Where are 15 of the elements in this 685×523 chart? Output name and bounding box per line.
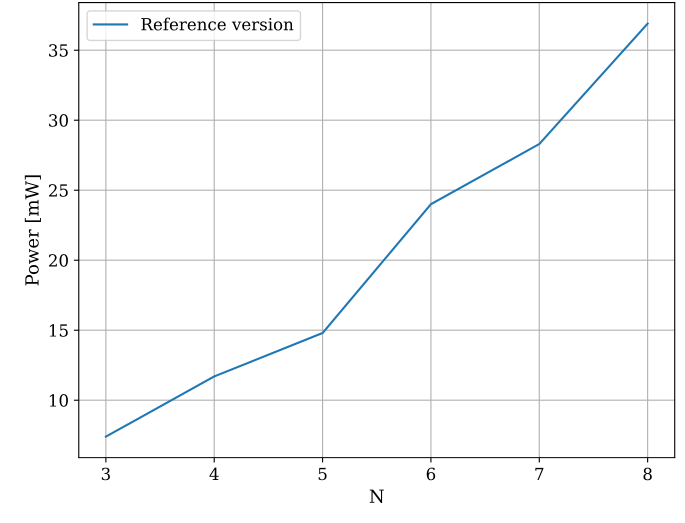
x-tick-label: 7 (535, 468, 544, 480)
x-tick-label: 6 (426, 468, 436, 480)
y-tick-label: 35 (49, 44, 68, 57)
legend-label: Reference version (141, 18, 294, 31)
x-tick-label: 4 (209, 468, 219, 480)
x-axis-title: N (370, 490, 384, 504)
y-tick-label: 30 (49, 114, 68, 127)
x-tick-label: 3 (102, 468, 110, 480)
x-tick-label: 5 (318, 468, 327, 480)
y-tick-label: 10 (50, 394, 68, 407)
y-tick-label: 20 (48, 254, 68, 267)
x-tick-label: 8 (643, 468, 652, 480)
y-tick-label: 15 (50, 324, 68, 337)
y-axis-title: Power [mW] (24, 175, 41, 286)
y-tick-label: 25 (48, 184, 68, 197)
